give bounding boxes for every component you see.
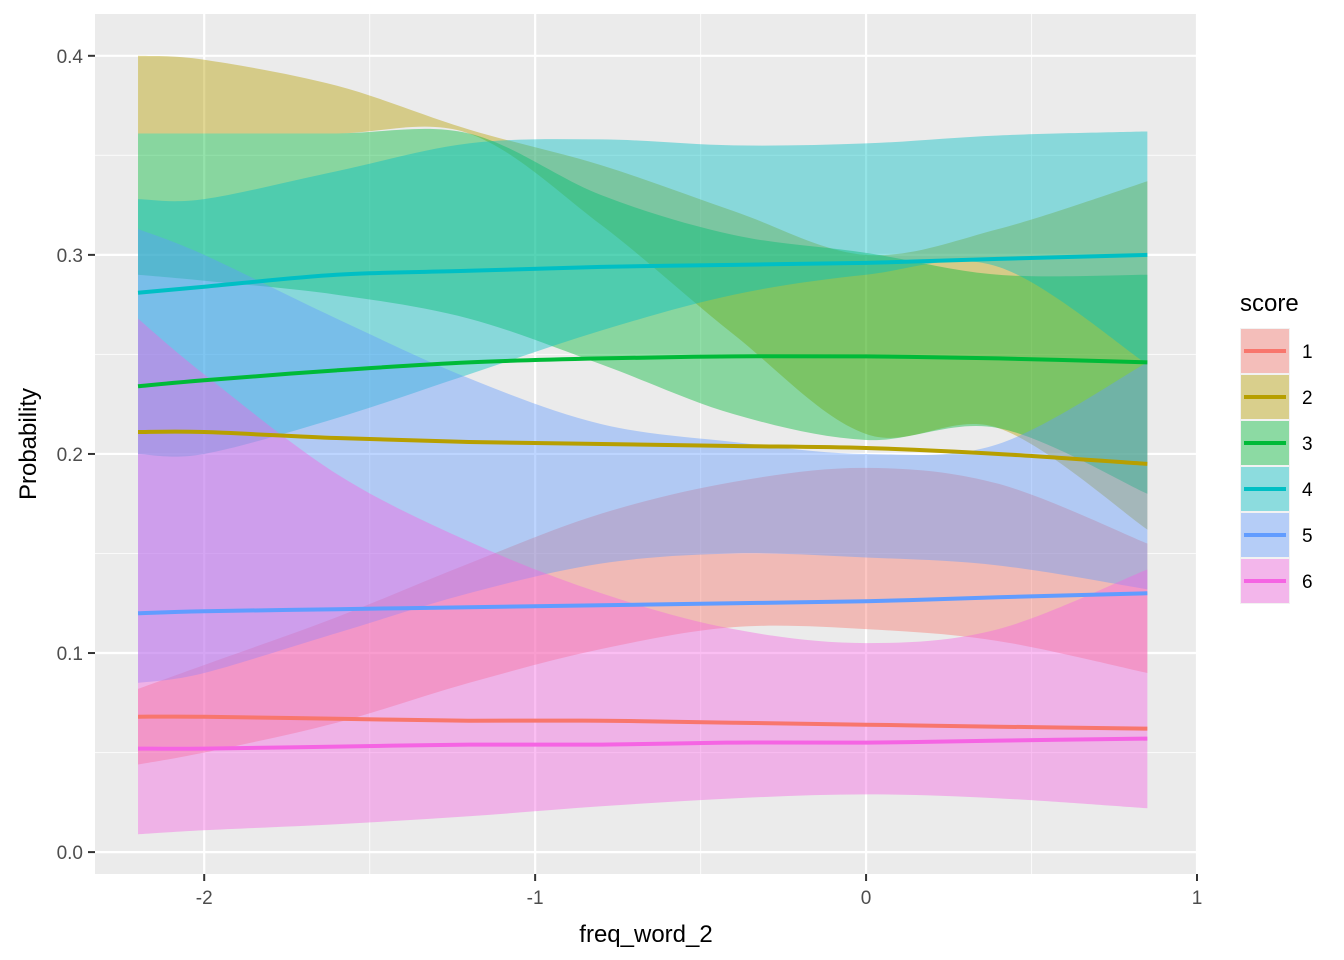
line-score-2	[138, 429, 1148, 466]
line-score-6	[138, 736, 1148, 751]
ribbon-score-5	[138, 229, 1148, 683]
line-score-4	[137, 252, 1148, 295]
y-tick-label: 0.1	[57, 644, 83, 665]
legend: score 1 2 3 4 5 6	[1240, 290, 1313, 604]
legend-label: 2	[1302, 388, 1313, 409]
x-tick-label: 0	[861, 888, 872, 909]
ribbon-score-2	[138, 55, 1148, 530]
ribbon-score-4	[138, 131, 1148, 457]
major-gridlines	[95, 14, 1199, 874]
x-tick-label: 1	[1192, 888, 1203, 909]
legend-label: 5	[1302, 526, 1313, 547]
line-score-1	[138, 714, 1148, 731]
legend-title: score	[1240, 290, 1299, 317]
y-tick-label: 0.4	[57, 47, 84, 68]
y-tick-label: 0.3	[57, 246, 83, 267]
legend-item-score-2: 2	[1240, 374, 1313, 420]
confidence-ribbons	[138, 55, 1148, 835]
x-tick-label: -2	[196, 888, 213, 909]
y-tick-label: 0.0	[57, 843, 83, 864]
legend-item-score-5: 5	[1240, 512, 1313, 558]
series-lines	[137, 252, 1148, 751]
x-axis-title: freq_word_2	[579, 921, 712, 948]
ribbon-score-1	[138, 467, 1148, 765]
ribbon-score-3	[138, 128, 1148, 494]
legend-item-score-3: 3	[1240, 420, 1313, 466]
legend-item-score-6: 6	[1240, 558, 1313, 604]
y-axis-title: Probability	[15, 388, 42, 500]
legend-label: 1	[1302, 342, 1313, 363]
ribbon-score-6	[138, 318, 1148, 835]
legend-label: 4	[1302, 480, 1313, 501]
x-tick-label: -1	[527, 888, 544, 909]
legend-item-score-4: 4	[1240, 466, 1313, 512]
legend-item-score-1: 1	[1240, 328, 1313, 374]
minor-gridlines	[95, 14, 1197, 874]
line-score-5	[137, 591, 1148, 616]
legend-label: 6	[1302, 572, 1313, 593]
line-score-3	[137, 354, 1148, 389]
y-tick-label: 0.2	[57, 445, 83, 466]
x-axis: -2 -1 0 1	[196, 874, 1203, 909]
y-axis: 0.0 0.1 0.2 0.3 0.4	[57, 47, 95, 864]
legend-label: 3	[1302, 434, 1313, 455]
